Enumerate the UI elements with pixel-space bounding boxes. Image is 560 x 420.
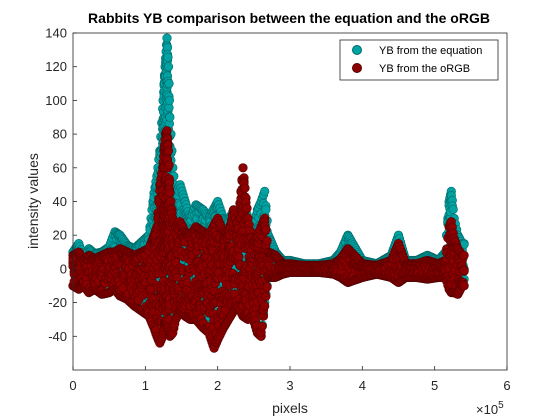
data-point (460, 251, 469, 260)
legend-label-orgb: YB from the oRGB (379, 63, 470, 75)
x-tick-label: 1 (142, 378, 149, 393)
y-tick-label: 140 (45, 26, 67, 41)
x-exponent-base: ×10 (476, 402, 498, 417)
x-tick-label: 0 (69, 378, 76, 393)
x-tick-label: 6 (503, 378, 510, 393)
y-tick-label: 120 (45, 59, 67, 74)
data-point (243, 204, 252, 213)
y-tick-label: -20 (48, 295, 67, 310)
x-tick-label: 2 (214, 378, 221, 393)
data-point (260, 187, 269, 196)
y-tick-label: -40 (48, 329, 67, 344)
data-point (262, 225, 271, 234)
legend-marker-orgb (353, 64, 362, 73)
data-point (263, 237, 272, 246)
data-point (260, 302, 269, 311)
y-axis-title: intensity values (25, 153, 41, 249)
data-point (165, 79, 174, 88)
data-point (165, 96, 174, 105)
plot-area (73, 33, 507, 370)
x-axis-title: pixels (272, 400, 308, 416)
data-point (235, 253, 244, 262)
chart-title: Rabbits YB comparison between the equati… (88, 10, 490, 26)
y-tick-label: 0 (60, 261, 67, 276)
data-point (166, 113, 175, 122)
y-tick-label: 40 (53, 194, 67, 209)
legend-label-equation: YB from the equation (379, 45, 482, 57)
data-point (164, 53, 173, 62)
data-point (258, 322, 267, 331)
data-point (263, 283, 272, 292)
data-point (460, 282, 469, 291)
x-tick-label: 4 (359, 378, 366, 393)
data-point (164, 147, 173, 156)
x-tick-label: 3 (286, 378, 293, 393)
y-tick-label: 60 (53, 160, 67, 175)
data-point (460, 266, 469, 275)
x-tick-label: 5 (431, 378, 438, 393)
data-point (262, 292, 271, 301)
y-tick-label: 80 (53, 127, 67, 142)
data-point (166, 189, 175, 198)
data-point (449, 205, 458, 214)
data-point (262, 205, 271, 214)
data-point (165, 161, 174, 170)
data-point (163, 34, 172, 43)
data-point (164, 62, 173, 71)
y-tick-label: 20 (53, 228, 67, 243)
data-point (241, 184, 250, 193)
x-exponent-power: 5 (498, 400, 504, 411)
legend-marker-equation (353, 46, 362, 55)
data-point (239, 164, 248, 173)
legend: YB from the equation YB from the oRGB (340, 40, 498, 80)
y-tick-label: 100 (45, 93, 67, 108)
